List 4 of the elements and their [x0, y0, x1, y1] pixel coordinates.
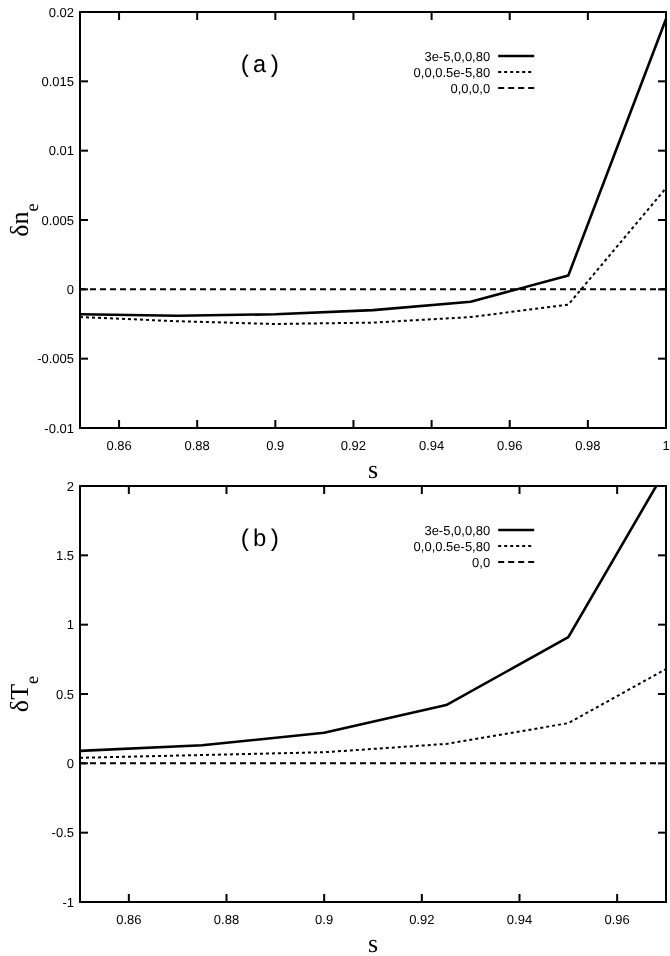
annotation: (b) — [238, 526, 282, 554]
x-axis-title: s — [367, 454, 379, 484]
x-axis-title: s — [367, 928, 379, 956]
annotation: (a) — [238, 52, 282, 80]
